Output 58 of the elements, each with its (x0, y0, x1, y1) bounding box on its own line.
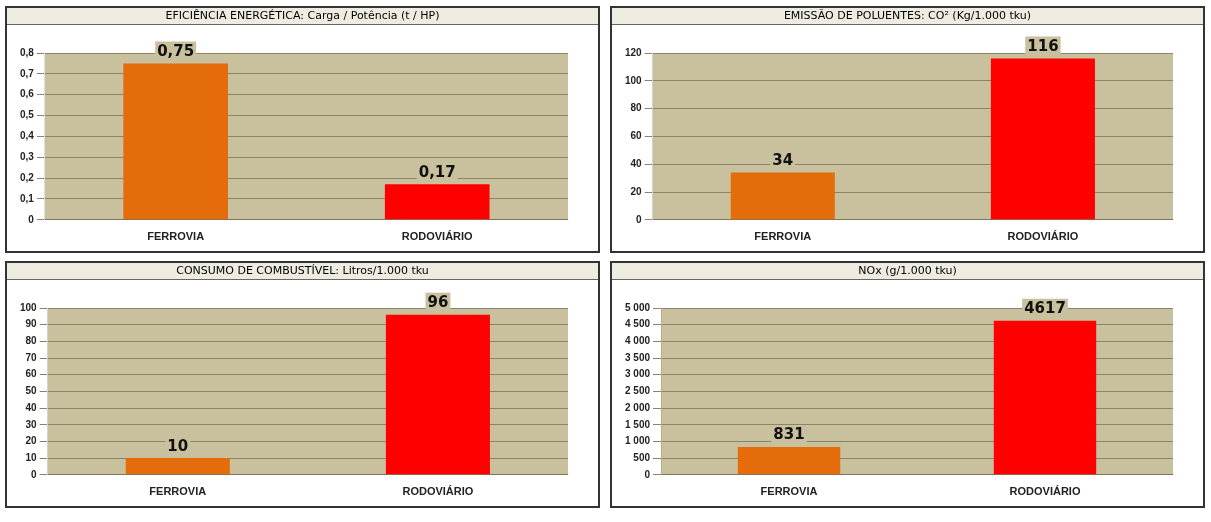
y-tick-label: 30 (25, 418, 38, 430)
y-tick-label: 0 (644, 468, 651, 480)
y-tick-label: 4 500 (624, 318, 651, 330)
y-tick-label: 80 (25, 335, 38, 347)
y-tick-label: 40 (630, 157, 643, 169)
y-tick-label: 0,5 (20, 109, 35, 121)
y-tick-label: 20 (630, 185, 643, 197)
y-tick-label: 10 (25, 451, 38, 463)
y-tick-label: 3 000 (624, 368, 651, 380)
data-label: 96 (427, 293, 449, 312)
x-tick-label: RODOVIÁRIO (1007, 230, 1079, 243)
chart-title: CONSUMO DE COMBUSTÍVEL: Litros/1.000 tku (7, 263, 598, 280)
y-tick-label: 2 500 (624, 385, 651, 397)
y-tick-label: 20 (25, 435, 38, 447)
data-label: 10 (167, 436, 189, 455)
y-tick-label: 4 000 (624, 335, 651, 347)
y-tick-label: 0,1 (20, 192, 35, 204)
x-tick-label: FERROVIA (754, 230, 812, 243)
chart-title: EFICIÊNCIA ENERGÉTICA: Carga / Potência (t / HP) (7, 8, 598, 25)
y-tick-label: 0 (28, 213, 35, 225)
y-tick-label: 80 (630, 102, 643, 114)
data-label: 34 (772, 150, 794, 169)
x-tick-label: RODOVIÁRIO (402, 485, 474, 498)
x-tick-label: FERROVIA (147, 230, 205, 243)
y-tick-label: 60 (630, 130, 643, 142)
data-label: 0,75 (157, 41, 195, 60)
y-tick-label: 2 000 (624, 401, 651, 413)
y-tick-label: 0,8 (20, 46, 35, 58)
y-tick-label: 40 (25, 401, 38, 413)
data-label: 116 (1027, 36, 1059, 55)
chart-title: NOx (g/1.000 tku) (612, 263, 1203, 280)
y-tick-label: 100 (20, 301, 38, 313)
x-tick-label: FERROVIA (760, 485, 818, 498)
y-tick-label: 0,3 (20, 151, 35, 162)
y-tick-label: 500 (633, 451, 651, 463)
y-tick-label: 0 (31, 468, 38, 480)
x-tick-label: RODOVIÁRIO (401, 230, 474, 243)
data-label: 831 (773, 425, 805, 444)
y-tick-label: 0,7 (20, 67, 35, 79)
y-tick-label: 100 (625, 74, 643, 86)
x-tick-label: RODOVIÁRIO (1009, 485, 1081, 498)
y-tick-label: 1 500 (624, 418, 651, 430)
x-tick-label: FERROVIA (149, 485, 207, 498)
y-tick-label: 50 (25, 385, 38, 397)
y-tick-label: 0,6 (20, 88, 35, 100)
data-label: 4617 (1024, 299, 1066, 318)
y-tick-label: 0 (636, 213, 643, 225)
y-tick-label: 1 000 (624, 435, 651, 447)
y-tick-label: 70 (25, 351, 38, 363)
data-label: 0,17 (418, 162, 456, 181)
y-tick-label: 90 (25, 318, 38, 330)
y-tick-label: 0,2 (20, 171, 35, 183)
y-tick-label: 60 (25, 368, 38, 380)
y-tick-label: 5 000 (624, 301, 651, 313)
chart-title: EMISSÃO DE POLUENTES: CO² (Kg/1.000 tku) (612, 8, 1203, 25)
y-tick-label: 0,4 (20, 130, 35, 142)
y-tick-label: 3 500 (624, 351, 651, 363)
y-tick-label: 120 (625, 46, 643, 58)
